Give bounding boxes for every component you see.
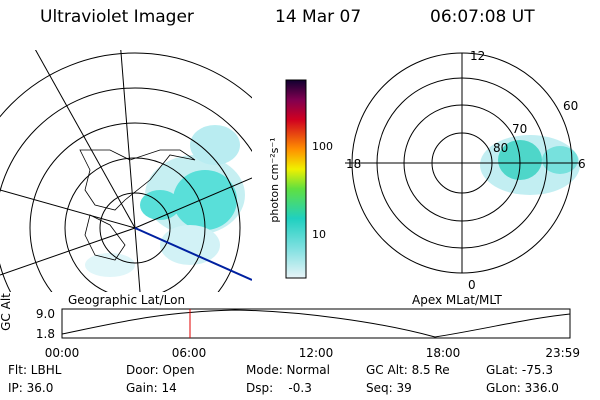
- y-tick: 1.8: [36, 327, 55, 341]
- footer-item: Seq: 39: [366, 381, 412, 395]
- mlat-label: 60: [563, 99, 578, 113]
- x-tick: 18:00: [426, 346, 461, 360]
- footer-item: GLon: 336.0: [486, 381, 559, 395]
- footer-item: Gain: 14: [126, 381, 177, 395]
- geo-map: [0, 50, 252, 292]
- date: 14 Mar 07: [275, 7, 361, 27]
- footer-item: Mode: Normal: [246, 363, 330, 377]
- mlat-label: 70: [512, 122, 527, 136]
- colorbar-tick: 10: [312, 228, 326, 241]
- y-tick: 9.0: [36, 307, 55, 321]
- footer-item: IP: 36.0: [8, 381, 54, 395]
- altitude-curve: [61, 309, 571, 338]
- mlt-label: 18: [346, 157, 361, 171]
- x-tick: 23:59: [545, 346, 580, 360]
- footer-item: Dsp: -0.3: [246, 381, 312, 395]
- mlat-label: 80: [493, 141, 508, 155]
- mlt-label: 6: [578, 157, 586, 171]
- x-tick: 12:00: [299, 346, 334, 360]
- mlt-label: 12: [470, 49, 485, 63]
- footer-item: GC Alt: 8.5 Re: [366, 363, 450, 377]
- x-tick: 00:00: [45, 346, 80, 360]
- mlt-label: 0: [468, 278, 476, 292]
- footer-item: Door: Open: [126, 363, 195, 377]
- map-label: Apex MLat/MLT: [412, 293, 502, 307]
- map-label: Geographic Lat/Lon: [68, 293, 185, 307]
- altitude-plot: [61, 308, 571, 339]
- title: Ultraviolet Imager: [40, 7, 194, 27]
- colorbar-tick: 100: [312, 140, 333, 153]
- time: 06:07:08 UT: [430, 7, 535, 27]
- polar-map: [345, 52, 580, 274]
- footer-item: Flt: LBHL: [8, 363, 62, 377]
- colorbar: [285, 79, 307, 279]
- x-tick: 06:00: [172, 346, 207, 360]
- footer-item: GLat: -75.3: [486, 363, 553, 377]
- colorbar-label: photon cm⁻²s⁻¹: [268, 137, 281, 222]
- y-label: GC Alt: [0, 293, 13, 331]
